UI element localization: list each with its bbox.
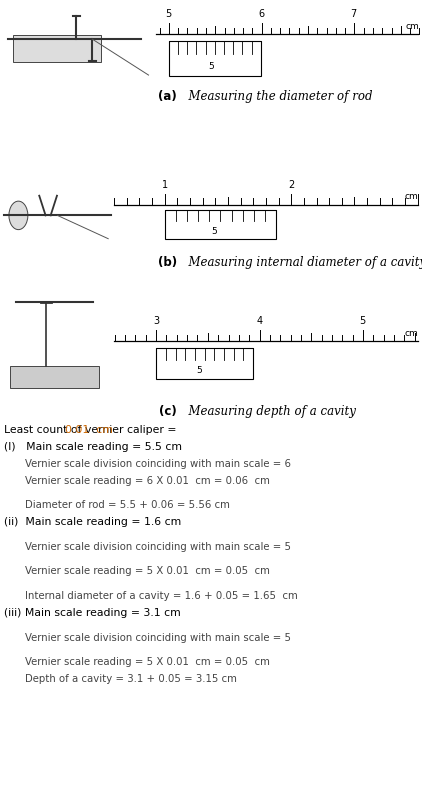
Text: (c): (c): [160, 405, 177, 418]
Bar: [165, 210, 276, 239]
Text: Measuring the diameter of rod: Measuring the diameter of rod: [181, 90, 373, 103]
Bar: [169, 41, 261, 76]
Text: cm: cm: [405, 22, 419, 31]
Text: 5: 5: [211, 226, 216, 236]
Text: Vernier scale reading = 6 X 0.01  cm = 0.06  cm: Vernier scale reading = 6 X 0.01 cm = 0.…: [25, 476, 270, 485]
Text: 5: 5: [208, 61, 214, 71]
Text: (iii) Main scale reading = 3.1 cm: (iii) Main scale reading = 3.1 cm: [4, 608, 181, 618]
Text: Depth of a cavity = 3.1 + 0.05 = 3.15 cm: Depth of a cavity = 3.1 + 0.05 = 3.15 cm: [25, 674, 237, 684]
Text: 5: 5: [359, 316, 365, 326]
Text: Least count of vernier caliper =: Least count of vernier caliper =: [4, 426, 180, 435]
Text: Internal diameter of a cavity = 1.6 + 0.05 = 1.65  cm: Internal diameter of a cavity = 1.6 + 0.…: [25, 591, 298, 601]
Text: cm: cm: [404, 328, 418, 338]
Text: 3: 3: [153, 316, 159, 326]
Text: Diameter of rod = 5.5 + 0.06 = 5.56 cm: Diameter of rod = 5.5 + 0.06 = 5.56 cm: [25, 501, 230, 510]
Text: 1: 1: [162, 179, 168, 190]
Text: (I)   Main scale reading = 5.5 cm: (I) Main scale reading = 5.5 cm: [4, 442, 182, 452]
Text: Vernier scale division coinciding with main scale = 6: Vernier scale division coinciding with m…: [25, 459, 291, 469]
Text: 4: 4: [257, 316, 262, 326]
Text: Vernier scale division coinciding with main scale = 5: Vernier scale division coinciding with m…: [25, 633, 291, 642]
Text: cm: cm: [404, 192, 418, 202]
Text: 5: 5: [196, 366, 202, 375]
Ellipse shape: [9, 201, 28, 230]
Text: Vernier scale reading = 5 X 0.01  cm = 0.05  cm: Vernier scale reading = 5 X 0.01 cm = 0.…: [25, 658, 270, 667]
Text: Vernier scale reading = 5 X 0.01  cm = 0.05  cm: Vernier scale reading = 5 X 0.01 cm = 0.…: [25, 567, 270, 576]
Text: 5: 5: [166, 9, 172, 19]
Text: (a): (a): [159, 90, 177, 103]
Text: Measuring internal diameter of a cavity: Measuring internal diameter of a cavity: [181, 256, 422, 269]
Text: (ii)  Main scale reading = 1.6 cm: (ii) Main scale reading = 1.6 cm: [4, 517, 181, 527]
Text: (b): (b): [158, 256, 177, 269]
Text: Vernier scale division coinciding with main scale = 5: Vernier scale division coinciding with m…: [25, 542, 291, 552]
Bar: [10, 366, 99, 388]
Text: 6: 6: [259, 9, 265, 19]
Text: 0.01  cm: 0.01 cm: [65, 426, 113, 435]
Bar: [156, 348, 253, 379]
Text: Measuring depth of a cavity: Measuring depth of a cavity: [181, 405, 356, 418]
Text: 2: 2: [288, 179, 294, 190]
Text: 7: 7: [351, 9, 357, 19]
Bar: [13, 35, 101, 62]
